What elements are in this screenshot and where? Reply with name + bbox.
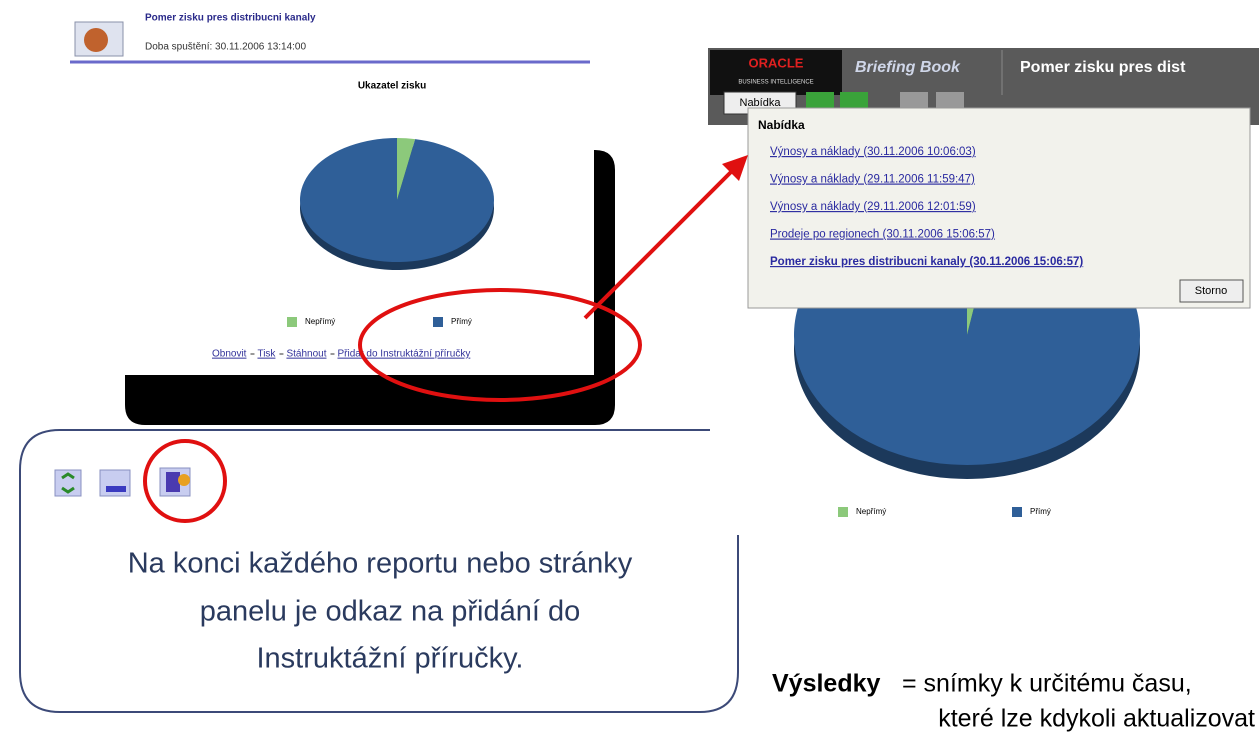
- report-title: Pomer zisku pres distribucni kanaly: [145, 13, 316, 24]
- pie-chart: [300, 138, 494, 270]
- print-glyph: [106, 486, 126, 492]
- note-line: Na konci každého reportu nebo stránky: [128, 548, 633, 580]
- logo-sub: BUSINESS INTELLIGENCE: [738, 80, 813, 86]
- note-line: Instruktážní příručky.: [257, 643, 524, 675]
- report-link[interactable]: Stáhnout: [286, 349, 326, 360]
- legend-label: Přímý: [1030, 507, 1051, 516]
- legend-label: Nepřímý: [856, 507, 886, 516]
- menu-item[interactable]: Výnosy a náklady (30.11.2006 10:06:03): [770, 146, 976, 158]
- report-run-time: Doba spuštění: 30.11.2006 13:14:00: [145, 42, 306, 53]
- briefing-tab[interactable]: Briefing Book: [855, 59, 961, 76]
- add-glyph: [166, 472, 180, 492]
- report-link[interactable]: Obnovit: [212, 349, 247, 360]
- legend-label: Nepřímý: [305, 317, 335, 326]
- menu-item[interactable]: Prodeje po regionech (30.11.2006 15:06:5…: [770, 229, 995, 241]
- menu-button-label: Nabídka: [740, 97, 782, 109]
- caption-text: které lze kdykoli aktualizovat: [938, 705, 1255, 733]
- report-link[interactable]: Tisk: [257, 349, 276, 360]
- legend-label: Přímý: [451, 317, 472, 326]
- legend-swatch: [838, 507, 848, 517]
- menu-heading: Nabídka: [758, 118, 805, 132]
- legend: Nepřímý Přímý: [838, 507, 1051, 517]
- briefing-title: Pomer zisku pres dist: [1020, 59, 1186, 76]
- legend-swatch: [287, 317, 297, 327]
- note-line: panelu je odkaz na přidání do: [200, 596, 581, 628]
- cancel-label: Storno: [1195, 285, 1227, 297]
- legend-swatch: [433, 317, 443, 327]
- print-icon[interactable]: [100, 470, 130, 496]
- add-glyph-dot: [178, 474, 190, 486]
- menu-item[interactable]: Výnosy a náklady (29.11.2006 11:59:47): [770, 174, 975, 186]
- chart-title: Ukazatel zisku: [358, 81, 426, 92]
- menu-item[interactable]: Pomer zisku pres distribucni kanaly (30.…: [770, 256, 1083, 268]
- slide: Pomer zisku pres distribucni kanaly Doba…: [0, 0, 1259, 740]
- report-link[interactable]: Přidat do Instruktážní příručky: [337, 349, 470, 360]
- legend-swatch: [1012, 507, 1022, 517]
- report-icon-pie: [84, 28, 108, 52]
- caption-text: = snímky k určitému času,: [902, 670, 1192, 698]
- menu-item[interactable]: Výnosy a náklady (29.11.2006 12:01:59): [770, 201, 976, 213]
- caption-bold: Výsledky: [772, 670, 881, 698]
- logo-text: ORACLE: [749, 55, 804, 70]
